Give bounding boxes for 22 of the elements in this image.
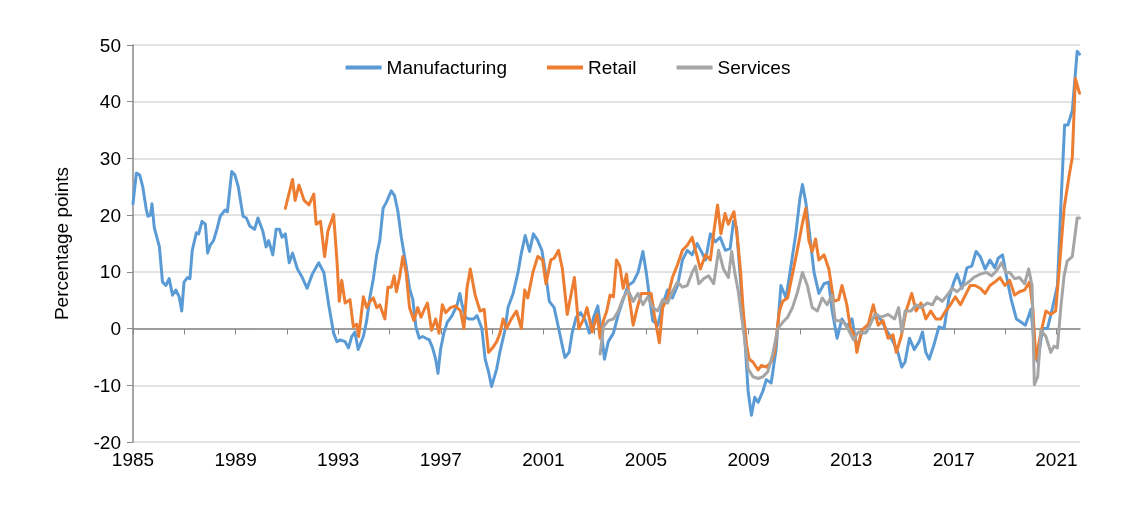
- x-tick-label: 2017: [932, 449, 975, 470]
- x-tick-label: 1989: [214, 449, 257, 470]
- legend-label: Manufacturing: [386, 57, 507, 78]
- y-tick-label: 10: [99, 261, 121, 283]
- y-tick-label: -10: [93, 374, 121, 396]
- legend-label: Services: [717, 57, 791, 78]
- y-tick-label: 20: [99, 204, 121, 226]
- x-tick-label: 2021: [1035, 449, 1078, 470]
- legend-label: Retail: [587, 57, 637, 78]
- y-axis-title: Percentage points: [51, 166, 72, 321]
- line-series: [598, 216, 1081, 387]
- x-tick-label: 1997: [419, 449, 462, 470]
- y-tick-label: 0: [110, 318, 121, 340]
- x-tick-label: 2005: [624, 449, 668, 470]
- x-tick-label: 1993: [317, 449, 360, 470]
- y-tick-label: 40: [99, 91, 121, 113]
- y-tick-label: 30: [99, 147, 121, 169]
- y-tick-label: 50: [99, 34, 121, 56]
- line-series: [283, 76, 1081, 372]
- x-tick-label: 2013: [830, 449, 873, 470]
- x-tick-label: 2001: [522, 449, 565, 470]
- x-tick-label: 2009: [727, 449, 770, 470]
